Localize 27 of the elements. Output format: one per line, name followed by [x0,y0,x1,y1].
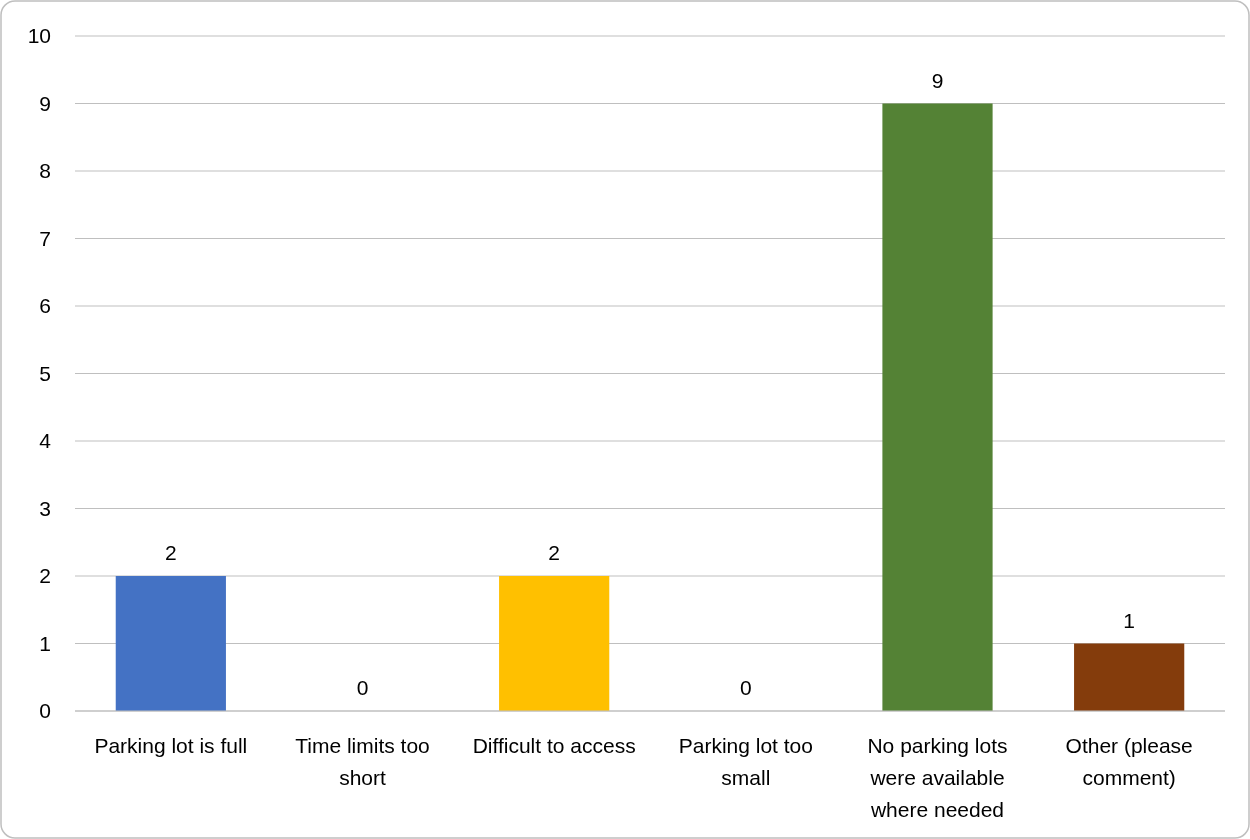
bar [499,576,610,711]
bar [1074,643,1185,711]
bar [882,103,993,711]
y-tick-label: 3 [39,496,51,520]
y-tick-label: 7 [39,226,51,250]
x-tick-label: No parking lots were available where needed [867,734,1008,821]
y-tick-label: 6 [39,294,51,318]
data-label: 2 [548,541,561,564]
bar [115,576,226,711]
y-tick-label: 0 [39,699,51,723]
y-tick-label: 1 [39,631,51,655]
data-label: 0 [739,676,752,699]
data-label: 2 [164,541,177,564]
y-tick-label: 4 [39,429,52,453]
y-tick-label: 5 [39,361,51,385]
y-tick-label: 8 [39,159,51,183]
x-tick-label: Other (please comment) [1065,734,1193,789]
data-label: 1 [1123,608,1136,632]
y-tick-label: 10 [27,24,51,48]
x-tick-label: Parking lot too small [678,734,813,789]
data-label: 0 [356,676,369,699]
data-label: 9 [931,68,944,92]
x-tick-label: Difficult to access [472,734,636,757]
x-tick-label: Parking lot is full [94,734,248,757]
y-tick-label: 2 [39,564,51,588]
y-tick-label: 9 [39,91,51,115]
x-tick-label: Time limits too short [295,734,430,789]
